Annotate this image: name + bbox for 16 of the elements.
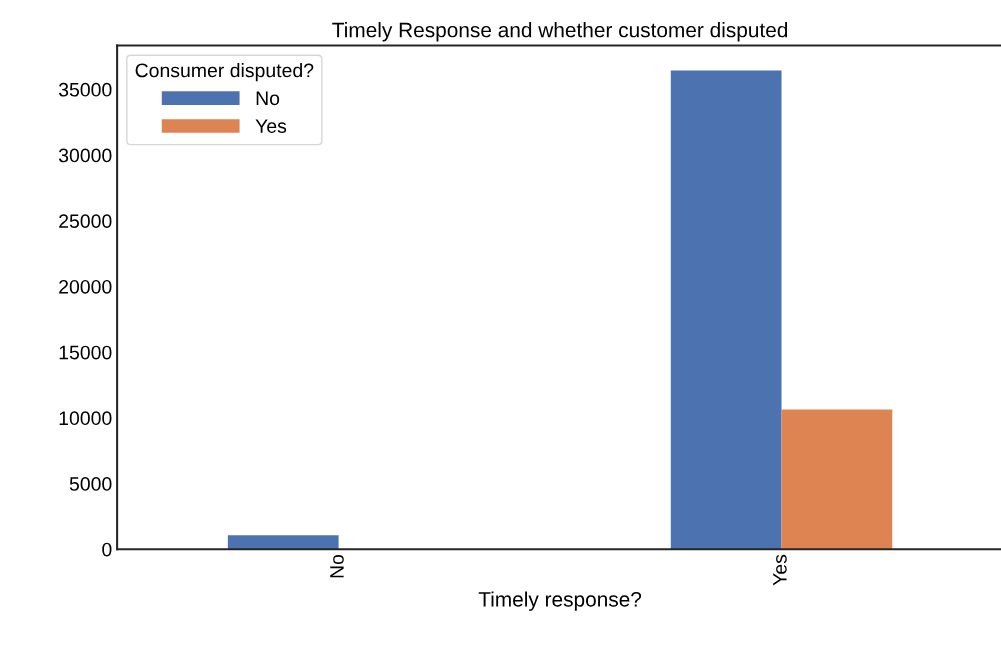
chart-title: Timely Response and whether customer disputed	[332, 22, 788, 42]
legend-label: No	[256, 91, 280, 106]
legend-label: Yes	[255, 119, 287, 133]
y-tick-label: 0	[102, 542, 112, 557]
x-axis-title: Timely response?	[478, 591, 642, 611]
y-tick-label: 35000	[58, 82, 112, 97]
y-tick-label: 30000	[58, 148, 112, 163]
bar	[670, 70, 782, 550]
y-tick-label: 10000	[59, 411, 112, 426]
y-tick-label: 5000	[69, 477, 112, 491]
bar	[781, 409, 893, 550]
y-tick-label: 20000	[59, 279, 112, 294]
bar	[227, 535, 339, 550]
y-tick-label: 25000	[59, 214, 112, 229]
legend-title: Consumer disputed?	[135, 63, 314, 82]
y-tick-label: 15000	[59, 345, 112, 360]
